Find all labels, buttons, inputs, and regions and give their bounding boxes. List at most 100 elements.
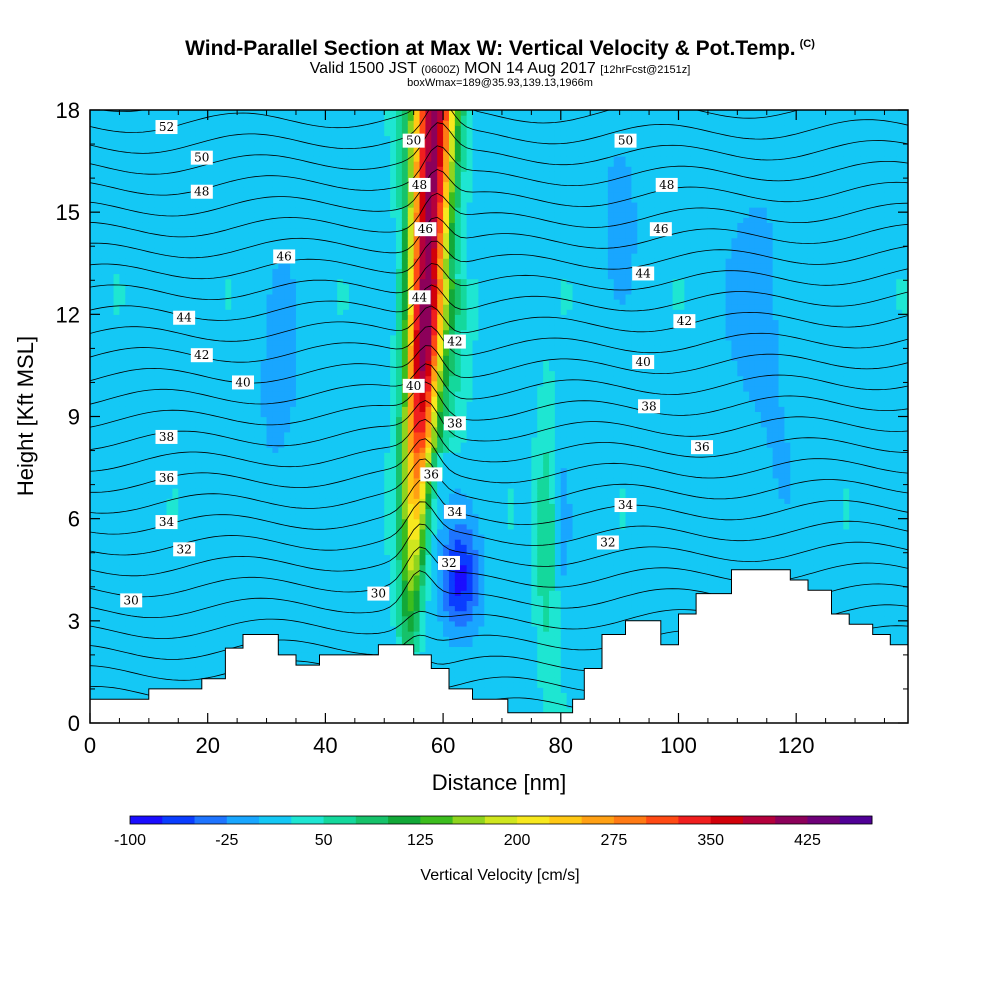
colorbar-swatch xyxy=(226,816,260,824)
colorbar-swatch xyxy=(291,816,325,824)
theta-contour-line xyxy=(90,122,908,175)
theta-contour-line xyxy=(90,363,908,405)
theta-label: 36 xyxy=(420,467,443,482)
theta-label: 48 xyxy=(190,184,213,199)
colorbar-swatch xyxy=(452,816,486,824)
theta-label: 30 xyxy=(120,593,143,608)
theta-label: 44 xyxy=(408,290,431,305)
theta-contour-line xyxy=(90,37,908,91)
theta-label: 32 xyxy=(437,555,460,570)
theta-label: 34 xyxy=(155,515,178,530)
theta-label: 38 xyxy=(638,399,661,414)
colorbar-swatch xyxy=(130,816,163,824)
theta-contour-line xyxy=(90,240,908,280)
theta-label: 46 xyxy=(414,222,437,237)
colorbar-label: -100 xyxy=(114,832,146,849)
theta-label: 42 xyxy=(190,348,213,363)
colorbar-swatch xyxy=(355,816,389,824)
y-axis-title: Height [Kft MSL] xyxy=(13,336,38,496)
theta-label: 46 xyxy=(649,222,672,237)
theta-label: 32 xyxy=(596,535,619,550)
theta-label: 34 xyxy=(614,498,637,513)
theta-contour-line xyxy=(90,305,908,342)
y-tick-label: 15 xyxy=(56,200,80,225)
forecast-info: [12hrFcst@2151z] xyxy=(600,64,691,76)
colorbar-swatch xyxy=(581,816,615,824)
theta-contour-line xyxy=(90,523,908,577)
theta-label: 40 xyxy=(632,355,655,370)
colorbar-swatch xyxy=(646,816,679,824)
y-tick-label: 6 xyxy=(68,507,80,532)
colorbar-swatch xyxy=(807,816,841,824)
theta-label: 42 xyxy=(443,334,466,349)
theta-contour-line xyxy=(90,381,908,428)
valid-date: MON 14 Aug 2017 xyxy=(464,60,596,77)
colorbar-swatch xyxy=(259,816,292,824)
theta-contour-line xyxy=(90,438,908,493)
theta-label: 32 xyxy=(173,542,196,557)
colorbar-swatch xyxy=(839,816,873,824)
colorbar-label: 350 xyxy=(697,832,724,849)
theta-label: 50 xyxy=(402,133,425,148)
x-tick-label: 0 xyxy=(84,733,96,758)
theta-label: 48 xyxy=(408,177,431,192)
theta-label: 40 xyxy=(232,375,255,390)
colorbar-swatch xyxy=(194,816,228,824)
y-tick-label: 18 xyxy=(56,98,80,123)
colorbar-swatch xyxy=(678,816,712,824)
theta-label: 44 xyxy=(632,266,655,281)
y-tick-label: 3 xyxy=(68,609,80,634)
theta-contour-line xyxy=(90,501,908,556)
y-tick-label: 0 xyxy=(68,711,80,736)
x-tick-label: 60 xyxy=(431,733,455,758)
colorbar-label: 50 xyxy=(315,832,333,849)
chart-title-text: Wind-Parallel Section at Max W: Vertical… xyxy=(185,37,796,60)
colorbar-swatch xyxy=(420,816,454,824)
chart-box-info: boxWmax=189@35.93,139.13,1966m xyxy=(407,77,593,89)
theta-label: 42 xyxy=(673,314,696,329)
theta-contour-line xyxy=(90,399,908,450)
x-tick-label: 120 xyxy=(778,733,815,758)
theta-contour-line xyxy=(90,458,908,514)
theta-contour-line xyxy=(90,479,908,535)
theta-label: 38 xyxy=(443,416,466,431)
theta-contour-line xyxy=(90,145,908,196)
colorbar-title: Vertical Velocity [cm/s] xyxy=(420,867,579,884)
theta-contour-line xyxy=(90,263,908,301)
theta-contour-line xyxy=(99,110,146,113)
colorbar-swatch xyxy=(710,816,744,824)
theta-label: 44 xyxy=(173,310,196,325)
x-tick-label: 40 xyxy=(313,733,337,758)
colorbar-label: 275 xyxy=(601,832,628,849)
theta-contour-line xyxy=(90,110,908,154)
colorbar-label: 425 xyxy=(794,832,821,849)
terrain xyxy=(90,569,908,723)
colorbar-swatch xyxy=(517,816,550,824)
x-tick-label: 80 xyxy=(549,733,573,758)
colorbar-label: 125 xyxy=(407,832,434,849)
colorbar-swatch xyxy=(742,816,776,824)
x-axis-title: Distance [nm] xyxy=(432,770,567,795)
theta-contour-line xyxy=(90,325,908,363)
theta-label: 52 xyxy=(155,120,178,135)
valid-time: Valid 1500 JST xyxy=(309,60,417,77)
theta-label: 46 xyxy=(273,249,296,264)
theta-contour-line xyxy=(90,418,908,472)
colorbar-swatch xyxy=(388,816,421,824)
colorbar-label: -25 xyxy=(215,832,238,849)
copyright-mark: (C) xyxy=(799,38,815,50)
colorbar-swatch xyxy=(162,816,196,824)
theta-contour-line xyxy=(90,216,908,259)
theta-label: 36 xyxy=(155,470,178,485)
theta-contour-line xyxy=(90,284,908,321)
theta-contour-line xyxy=(90,345,908,384)
theta-contour-line xyxy=(90,110,800,133)
x-tick-label: 20 xyxy=(195,733,219,758)
chart-title: Wind-Parallel Section at Max W: Vertical… xyxy=(0,37,1000,61)
colorbar-swatch xyxy=(549,816,583,824)
title-block: Wind-Parallel Section at Max W: Vertical… xyxy=(0,0,1000,100)
colorbar: -100 -25 50 125 200 275 350 425 xyxy=(114,815,873,849)
theta-label: 38 xyxy=(155,429,178,444)
